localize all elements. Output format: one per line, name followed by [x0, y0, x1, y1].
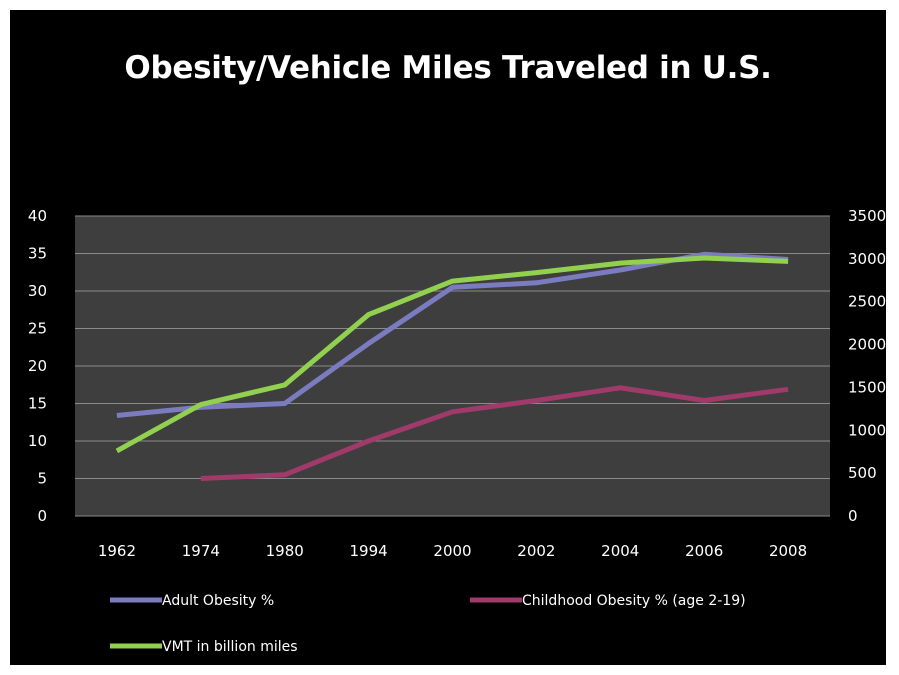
left-tick-label: 35	[28, 245, 47, 263]
x-tick-label: 2002	[517, 542, 555, 560]
legend-label: Adult Obesity %	[162, 593, 274, 609]
x-tick-label: 1974	[182, 542, 220, 560]
right-tick-label: 3000	[848, 250, 886, 268]
left-axis: 0 5 10 15 20 25 30 35 40	[28, 207, 47, 525]
left-tick-label: 5	[37, 470, 47, 488]
right-tick-label: 2000	[848, 336, 886, 354]
x-tick-label: 1980	[266, 542, 304, 560]
chart-title: Obesity/Vehicle Miles Traveled in U.S.	[124, 50, 772, 86]
chart-canvas: 0 5 10 15 20 25 30 35 40 0 500 1000 1500 2000 2500 300…	[28, 207, 886, 655]
series-line-vmt-in-billion-miles	[115, 255, 789, 454]
x-tick-label: 2008	[769, 542, 807, 560]
right-tick-label: 1500	[848, 378, 886, 396]
x-tick-label: 1962	[98, 542, 136, 560]
left-tick-label: 40	[28, 207, 47, 225]
legend: Adult Obesity % Childhood Obesity % (age …	[110, 593, 746, 655]
right-tick-label: 1000	[848, 421, 886, 439]
right-tick-label: 0	[848, 507, 858, 525]
left-tick-label: 20	[28, 357, 47, 375]
left-tick-label: 25	[28, 320, 47, 338]
left-tick-label: 10	[28, 432, 47, 450]
legend-label: VMT in billion miles	[162, 639, 298, 655]
x-tick-label: 2000	[433, 542, 471, 560]
right-tick-label: 2500	[848, 293, 886, 311]
legend-label: Childhood Obesity % (age 2-19)	[522, 593, 746, 609]
left-tick-label: 0	[37, 507, 47, 525]
left-tick-label: 30	[28, 282, 47, 300]
right-tick-label: 500	[848, 464, 877, 482]
x-tick-label: 1994	[350, 542, 388, 560]
chart-slide: Obesity/Vehicle Miles Traveled in U.S. 0…	[10, 10, 886, 665]
series-line-childhood-obesity-age-2-19	[200, 385, 789, 481]
x-tick-label: 2004	[601, 542, 639, 560]
left-tick-label: 15	[28, 395, 47, 413]
right-axis: 0 500 1000 1500 2000 2500 3000 3500	[848, 207, 886, 525]
series-lines	[115, 251, 789, 481]
x-tick-label: 2006	[685, 542, 723, 560]
right-tick-label: 3500	[848, 207, 886, 225]
x-axis: 1962 1974 1980 1994 2000 2002 2004 2006 2008	[98, 542, 807, 560]
